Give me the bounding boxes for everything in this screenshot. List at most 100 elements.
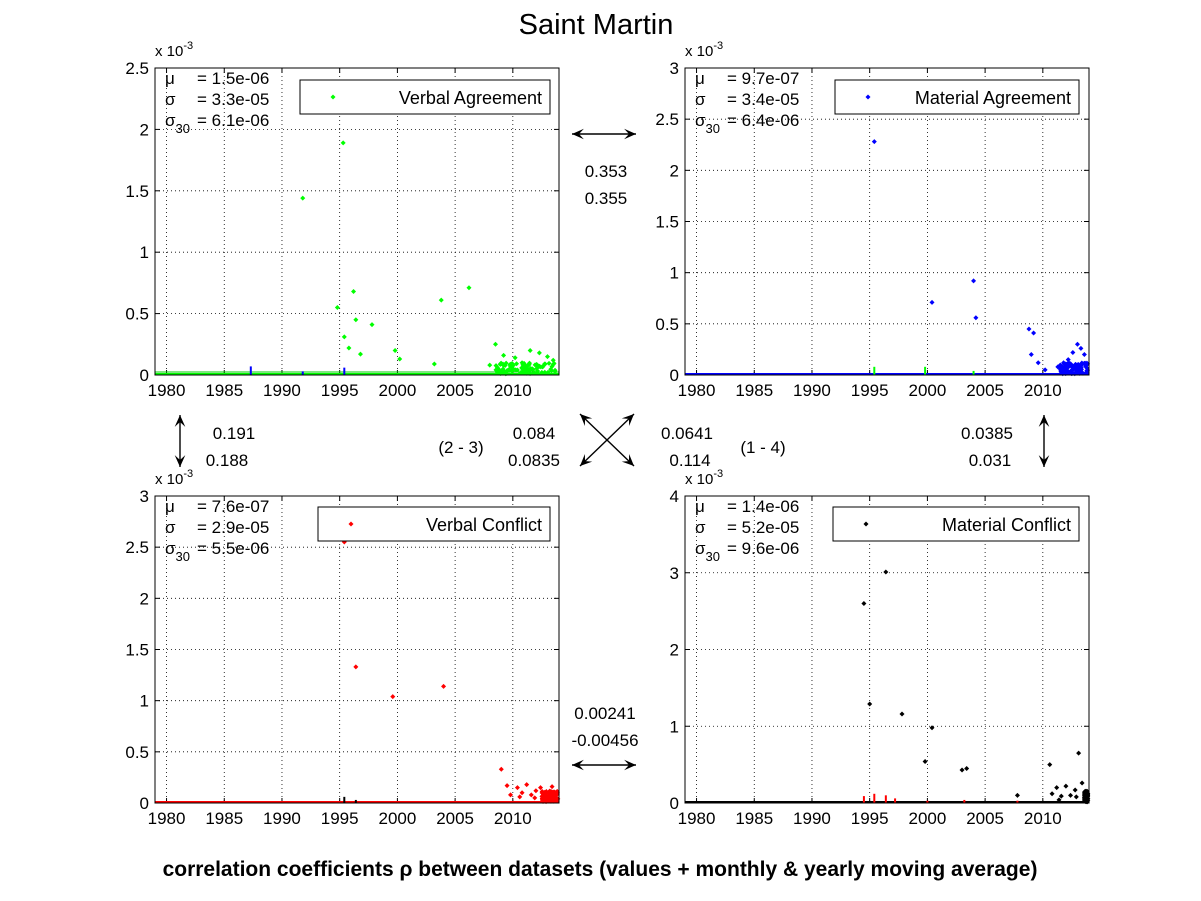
y-tick-label: 2 <box>670 161 679 180</box>
y-tick-label: 2 <box>140 120 149 139</box>
data-point <box>438 297 444 303</box>
data-point <box>534 365 540 371</box>
arrow-shaft <box>579 413 635 467</box>
data-point <box>508 792 514 798</box>
data-point <box>392 347 398 353</box>
x-tick-label: 1985 <box>735 809 773 828</box>
data-point <box>538 785 544 791</box>
axes-frame <box>154 67 560 376</box>
data-point <box>351 288 357 294</box>
arrow-left <box>174 415 186 467</box>
data-point <box>883 569 889 575</box>
data-point <box>517 794 523 800</box>
y-exponent-label: x 10-3 <box>155 468 193 488</box>
legend-marker <box>863 521 869 527</box>
stat-mu-value: = 1.4e-06 <box>727 497 799 516</box>
data-point <box>441 683 447 689</box>
data-point <box>369 322 375 328</box>
data-point <box>1055 364 1061 370</box>
data-point <box>527 347 533 353</box>
data-point <box>1072 787 1078 793</box>
x-tick-label: 2010 <box>494 809 532 828</box>
stat-sigma-value: = 2.9e-05 <box>197 518 269 537</box>
figure-title: Saint Martin <box>519 9 674 41</box>
x-tick-label: 1990 <box>793 381 831 400</box>
stat-sigma-value: = 3.4e-05 <box>727 90 799 109</box>
corr-diag23-2: 0.0835 <box>508 451 560 470</box>
y-tick-label: 0.5 <box>655 315 679 334</box>
stat-sigma30-value: = 5.5e-06 <box>197 539 269 558</box>
data-point <box>546 794 552 800</box>
data-point <box>514 361 520 367</box>
data-point <box>526 360 532 366</box>
y-tick-label: 0 <box>670 366 679 385</box>
data-point <box>1063 783 1069 789</box>
corr-diag23-1: 0.084 <box>513 424 556 443</box>
y-tick-label: 1 <box>140 692 149 711</box>
stat-sigma30-subscript: 30 <box>706 549 720 564</box>
data-point <box>1073 367 1079 373</box>
data-point <box>397 356 403 362</box>
x-tick-label: 2005 <box>966 809 1004 828</box>
y-exponent-label: x 10-3 <box>685 40 723 60</box>
arrow-head <box>621 414 634 427</box>
y-exponent-power: -3 <box>713 40 723 52</box>
data-point <box>971 278 977 284</box>
data-point <box>1058 793 1064 799</box>
x-tick-label: 2005 <box>966 381 1004 400</box>
y-tick-label: 2.5 <box>125 59 149 78</box>
y-tick-label: 2.5 <box>655 110 679 129</box>
stat-sigma-value: = 5.2e-05 <box>727 518 799 537</box>
axes-frame <box>684 495 1090 804</box>
data-point <box>341 334 347 340</box>
y-tick-label: 3 <box>140 487 149 506</box>
data-point <box>536 350 542 356</box>
data-point <box>340 140 346 146</box>
x-tick-label: 1995 <box>321 381 359 400</box>
y-tick-label: 1.5 <box>125 641 149 660</box>
panel-1: 1980 1985 1990 1995 2000 2005 2010 0 0.5 1 1.5 2 2.5… <box>125 40 560 400</box>
stat-sigma30-value: = 6.4e-06 <box>727 111 799 130</box>
y-tick-label: 1.5 <box>125 182 149 201</box>
data-point <box>1084 368 1090 374</box>
panels: 1980 1985 1990 1995 2000 2005 2010 0 0.5 1 1.5 2 2.5… <box>125 40 1091 828</box>
data-point <box>532 362 538 368</box>
data-point <box>552 367 558 373</box>
data-point <box>521 365 527 371</box>
x-tick-label: 1980 <box>678 809 716 828</box>
data-point <box>533 788 539 794</box>
x-tick-label: 2000 <box>378 809 416 828</box>
data-point <box>357 351 363 357</box>
y-tick-label: 1 <box>140 243 149 262</box>
arrow-head <box>580 414 593 427</box>
corr-diag14-2: 0.114 <box>669 451 710 470</box>
x-tick-label: 1980 <box>148 809 186 828</box>
x-tick-label: 2005 <box>436 381 474 400</box>
data-point <box>528 792 534 798</box>
data-point <box>501 352 507 358</box>
data-point <box>1049 791 1055 797</box>
axes-frame <box>154 495 560 804</box>
data-point <box>1061 364 1067 370</box>
stat-sigma-symbol: σ <box>695 90 706 109</box>
stat-mu-symbol: μ <box>695 69 705 88</box>
stat-sigma30-subscript: 30 <box>176 121 190 136</box>
stat-mu-value: = 7.6e-07 <box>197 497 269 516</box>
data-point <box>959 767 965 773</box>
data-point <box>1068 792 1074 798</box>
data-point <box>1076 750 1082 756</box>
x-tick-label: 2000 <box>378 381 416 400</box>
stat-sigma-symbol: σ <box>165 518 176 537</box>
y-tick-label: 4 <box>670 487 679 506</box>
data-point <box>1063 368 1069 374</box>
data-point <box>494 364 500 370</box>
arrow-head <box>572 128 584 140</box>
data-point <box>300 195 306 201</box>
axes-frame <box>684 67 1090 376</box>
y-exponent-label: x 10-3 <box>685 468 723 488</box>
data-point <box>493 341 499 347</box>
y-tick-label: 1 <box>670 264 679 283</box>
data-point <box>514 785 520 791</box>
corr-bottom-2: -0.00456 <box>571 731 638 750</box>
y-tick-label: 1.5 <box>655 213 679 232</box>
